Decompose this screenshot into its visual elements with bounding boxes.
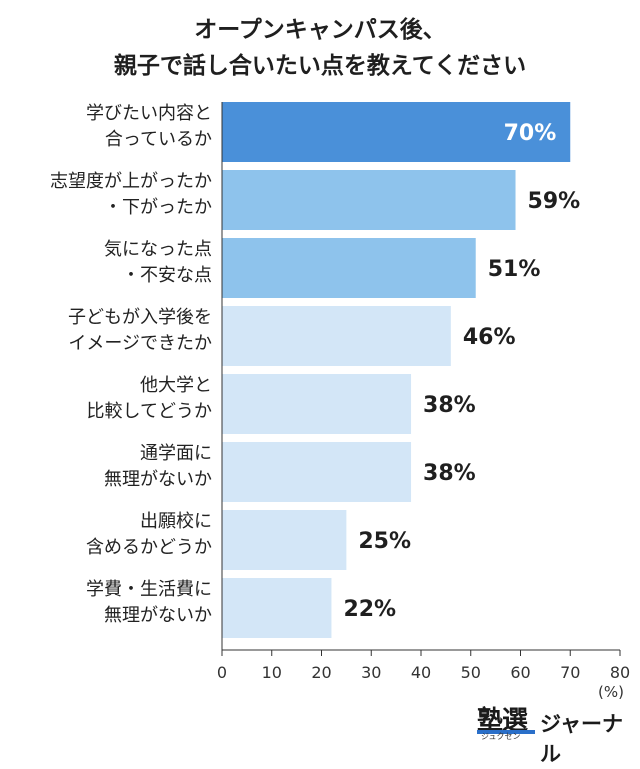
x-tick-label: 30 (361, 663, 381, 682)
category-label: 学費・生活費に (86, 579, 212, 600)
x-tick-label: 20 (311, 663, 331, 682)
category-label: 出願校に (140, 511, 212, 532)
bar (222, 306, 451, 366)
x-tick-label: 50 (461, 663, 481, 682)
category-label: 志望度が上がったか (50, 171, 212, 192)
bar (222, 238, 476, 298)
category-label: ・下がったか (104, 197, 212, 218)
logo-kana: ジュクセン (481, 732, 521, 741)
juku-sen-journal-logo: 塾選 ジュクセン ジャーナル (477, 700, 625, 766)
category-label: ・不安な点 (122, 265, 212, 286)
bar (222, 442, 412, 502)
x-tick-label: 80 (610, 663, 630, 682)
value-label: 38% (423, 393, 476, 418)
category-label: 学びたい内容と (86, 103, 212, 124)
bar (222, 578, 332, 638)
category-label: 子どもが入学後を (68, 307, 212, 328)
value-label: 46% (463, 325, 516, 350)
bar (222, 170, 516, 230)
category-label: 含めるかどうか (86, 537, 212, 558)
x-tick-label: 70 (560, 663, 580, 682)
category-label: 無理がないか (104, 605, 212, 626)
chart-title-line2: 親子で話し合いたい点を教えてください (113, 53, 527, 79)
category-label: 他大学と (140, 375, 212, 396)
axis-unit-label: (%) (598, 683, 624, 701)
bar (222, 102, 571, 162)
value-label: 59% (528, 189, 581, 214)
value-label: 51% (488, 257, 541, 282)
x-tick-label: 60 (510, 663, 530, 682)
category-label: 無理がないか (104, 469, 212, 490)
category-label: 合っているか (105, 129, 212, 150)
x-tick-label: 0 (217, 663, 227, 682)
x-tick-label: 10 (262, 663, 282, 682)
value-label: 25% (358, 529, 411, 554)
category-label: 比較してどうか (87, 401, 212, 422)
category-label: 通学面に (140, 443, 212, 464)
value-label: 22% (343, 597, 396, 622)
logo-underline (477, 730, 535, 734)
x-tick-label: 40 (411, 663, 431, 682)
logo-text: ジャーナル (540, 712, 623, 766)
value-label: 38% (423, 461, 476, 486)
bar (222, 510, 347, 570)
category-label: イメージできたか (68, 333, 212, 354)
chart-title-line1: オープンキャンパス後、 (194, 17, 446, 43)
bar (222, 374, 412, 434)
value-label: 70% (504, 121, 557, 146)
category-label: 気になった点 (104, 239, 212, 260)
